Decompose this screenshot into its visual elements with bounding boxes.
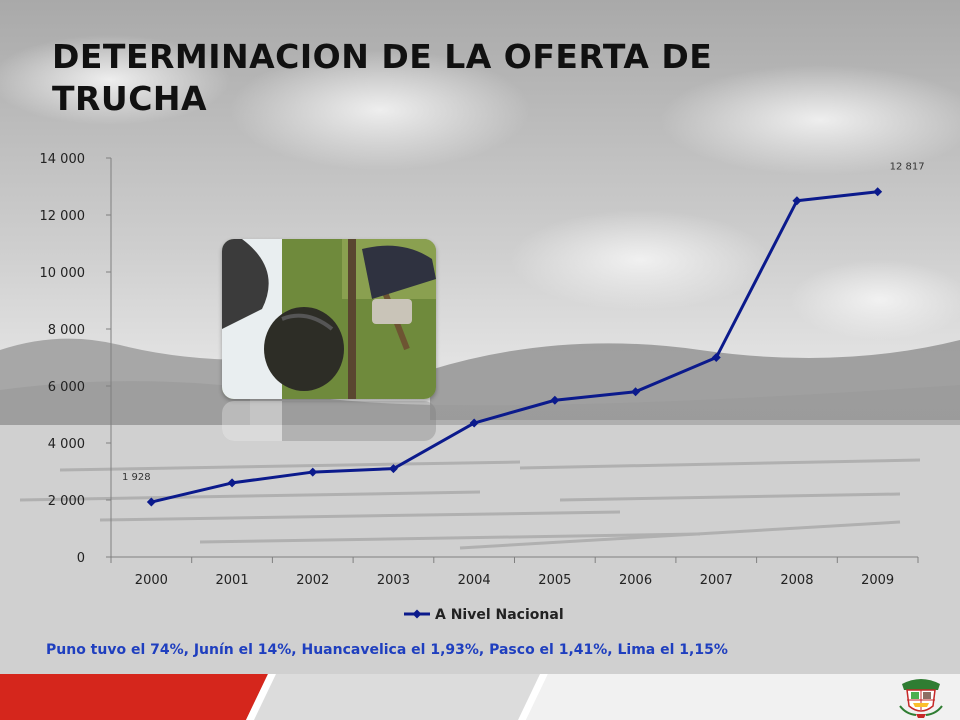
x-tick-label: 2008 [780, 573, 813, 588]
x-tick-label: 2003 [377, 573, 410, 588]
y-tick-label: 6 000 [48, 380, 85, 395]
y-tick-label: 2 000 [48, 494, 85, 509]
data-point-marker [550, 395, 560, 405]
legend: A Nivel Nacional [404, 607, 564, 623]
data-point-marker [792, 196, 802, 206]
photo-reflection [222, 401, 436, 441]
x-tick-label: 2000 [135, 573, 168, 588]
y-tick-label: 0 [77, 551, 85, 566]
x-tick-label: 2007 [700, 573, 733, 588]
x-tick-label: 2009 [861, 573, 894, 588]
data-point-marker [308, 467, 318, 477]
data-point-marker [711, 353, 721, 362]
x-tick-label: 2002 [296, 573, 329, 588]
y-tick-label: 4 000 [48, 437, 85, 452]
data-point-marker [631, 387, 641, 397]
series-line [151, 190, 878, 504]
y-tick-label: 14 000 [40, 152, 86, 167]
data-labels: 1 928 12 817 [122, 162, 925, 483]
legend-marker-swatch [412, 609, 422, 619]
y-tick-label: 8 000 [48, 323, 85, 338]
slide-title: DETERMINACION DE LA OFERTA DE TRUCHA [52, 37, 713, 118]
data-point-marker [388, 464, 398, 474]
x-tick-label: 2001 [216, 573, 249, 588]
x-tick-label: 2004 [458, 573, 491, 588]
y-axis: 0 2 000 4 000 6 000 8 000 10 000 12 000 14 000 [40, 152, 112, 566]
footer-band [0, 674, 960, 720]
series-a-nivel-nacional [146, 187, 883, 507]
y-tick-label: 10 000 [40, 266, 86, 281]
data-point-marker [227, 478, 237, 488]
data-label: 12 817 [890, 162, 925, 173]
x-tick-label: 2005 [538, 573, 571, 588]
data-label: 1 928 [122, 472, 151, 483]
data-point-marker [873, 187, 883, 197]
x-tick-label: 2006 [619, 573, 652, 588]
data-point-marker [469, 418, 479, 428]
legend-label: A Nivel Nacional [435, 607, 564, 623]
coat-of-arms-icon [899, 679, 943, 718]
data-point-marker [146, 497, 156, 507]
trout-harvest-photo [222, 239, 436, 399]
y-tick-label: 12 000 [40, 209, 86, 224]
x-axis: 2000 2001 2002 2003 2004 2005 2006 2007 2008 2009 [110, 556, 919, 588]
regional-share-note: Puno tuvo el 74%, Junín el 14%, Huancave… [46, 642, 728, 658]
